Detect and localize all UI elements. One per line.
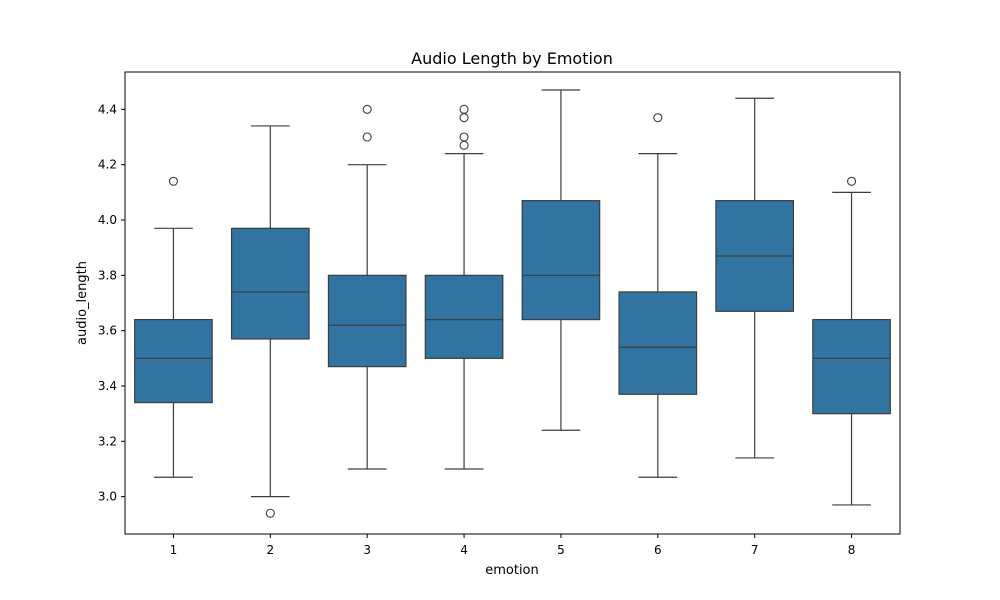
- box-iqr: [230, 227, 310, 340]
- x-tick-label: 4: [460, 543, 468, 557]
- y-tick-label: 3.0: [98, 490, 117, 504]
- y-tick-label: 3.2: [98, 434, 117, 448]
- outlier-point: [168, 176, 178, 186]
- outlier-point: [653, 113, 663, 123]
- box-iqr: [812, 318, 891, 415]
- plot-frame: [124, 71, 901, 535]
- outlier-point: [459, 140, 469, 150]
- box-group-2: [230, 125, 310, 518]
- box-group-7: [715, 97, 795, 459]
- box-group-4: [424, 104, 504, 470]
- box-group-6: [618, 113, 698, 478]
- box-iqr: [521, 200, 601, 321]
- box-iqr: [424, 274, 504, 359]
- y-tick-label: 3.4: [98, 379, 117, 393]
- x-tick-label: 3: [363, 543, 371, 557]
- box-group-1: [134, 176, 213, 478]
- y-tick-label: 4.2: [98, 158, 117, 172]
- outlier-point: [265, 508, 275, 518]
- outlier-point: [459, 113, 469, 123]
- box-iqr: [134, 318, 213, 404]
- outlier-point: [847, 176, 857, 186]
- y-axis-label: audio_length: [75, 261, 90, 345]
- box-group-3: [327, 104, 407, 470]
- y-tick-label: 3.8: [98, 268, 117, 282]
- x-tick-label: 8: [848, 543, 856, 557]
- outlier-point: [459, 132, 469, 142]
- x-tick-label: 2: [266, 543, 274, 557]
- plot-area: [134, 89, 891, 518]
- x-axis-label: emotion: [485, 563, 539, 578]
- outlier-point: [362, 132, 372, 142]
- x-tick-label: 7: [751, 543, 759, 557]
- box-iqr: [327, 274, 407, 368]
- y-tick-label: 3.6: [98, 324, 117, 338]
- box-group-8: [812, 176, 891, 506]
- y-tick-label: 4.4: [98, 102, 117, 116]
- outlier-point: [362, 104, 372, 114]
- x-tick-label: 5: [557, 543, 565, 557]
- y-axis: 3.0 3.2 3.4 3.6 3.8 4.0 4.2 4.4: [98, 102, 125, 504]
- x-tick-label: 1: [170, 543, 178, 557]
- chart-title: Audio Length by Emotion: [411, 49, 613, 68]
- y-tick-label: 4.0: [98, 213, 117, 227]
- box-iqr: [618, 291, 698, 395]
- x-tick-label: 6: [654, 543, 662, 557]
- outlier-point: [459, 104, 469, 114]
- x-axis: 1 2 3 4 5 6 7 8: [170, 534, 856, 557]
- box-group-5: [521, 89, 601, 431]
